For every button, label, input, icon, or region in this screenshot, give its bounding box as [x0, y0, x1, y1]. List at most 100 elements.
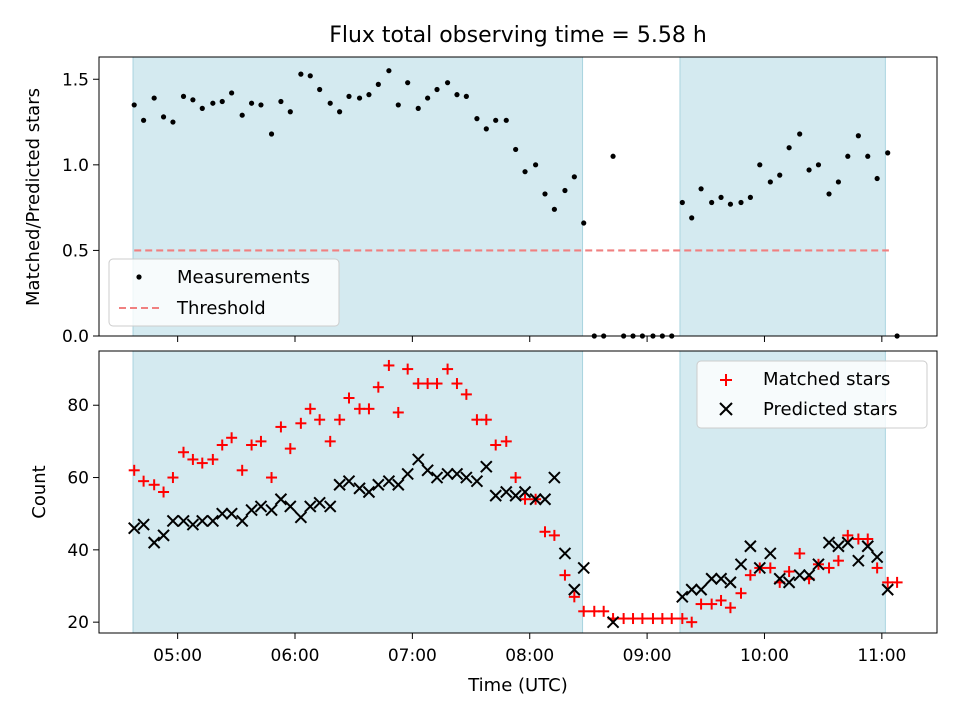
predicted-star-point [861, 540, 874, 553]
measurement-point [855, 133, 861, 139]
x-stroke [841, 536, 855, 549]
predicted-star-point [773, 572, 786, 585]
x-stroke [147, 536, 161, 549]
measurement-point [463, 93, 469, 99]
predicted-star-point [196, 514, 209, 528]
matched-star-point [627, 613, 639, 625]
predicted-star-point [450, 467, 464, 481]
matched-star-point [656, 613, 668, 625]
measurement-point [170, 119, 176, 125]
predicted-star-point [382, 474, 396, 488]
matched-star-point [187, 453, 199, 465]
x-stroke [870, 550, 884, 564]
predicted-star-point [538, 493, 552, 506]
predicted-star-point [734, 558, 748, 571]
x-stroke [518, 485, 532, 499]
top-x-axis-ticks [177, 336, 883, 342]
measurement-point [405, 80, 411, 86]
measurement-point [337, 109, 343, 115]
matched-star-point [226, 432, 238, 444]
measurement-point [542, 191, 548, 197]
matched-star-point [666, 613, 678, 625]
measurement-point [395, 102, 401, 108]
top-legend: Measurements Threshold [108, 258, 340, 327]
legend-measurements-marker [136, 274, 142, 280]
predicted-star-point [372, 478, 385, 491]
x-stroke [401, 467, 414, 481]
x-stroke [382, 474, 396, 488]
matched-star-point [735, 587, 747, 599]
measurement-point [571, 174, 577, 180]
y-tick-label: 1.0 [62, 156, 89, 176]
measurement-point [287, 109, 293, 115]
matched-star-point [412, 378, 424, 390]
x-stroke [676, 590, 689, 604]
predicted-star-point [489, 489, 502, 502]
x-stroke [734, 558, 748, 571]
matched-star-point [128, 464, 140, 476]
measurement-point [375, 81, 381, 87]
predicted-star-point [500, 485, 513, 499]
predicted-star-point [137, 518, 150, 531]
predicted-star-point [294, 511, 308, 524]
measurement-point [610, 153, 616, 159]
measurement-point [366, 92, 372, 98]
predicted-star-point [284, 500, 297, 513]
measurement-point [777, 172, 783, 178]
measurement-point [219, 98, 225, 105]
predicted-star-point [177, 514, 190, 528]
x-stroke [450, 467, 464, 481]
x-stroke [558, 547, 572, 560]
matched-star-point [471, 414, 483, 426]
y-tick-label: 80 [67, 396, 89, 416]
predicted-star-point [606, 615, 620, 629]
matched-star-point [842, 529, 854, 541]
matched-star-point [148, 479, 160, 491]
y-tick-label: 0.0 [62, 327, 89, 347]
measurement-point [815, 162, 822, 168]
x-tick-label: 06:00 [271, 646, 320, 666]
x-stroke [265, 503, 278, 517]
chart-title: Flux total observing time = 5.58 h [329, 23, 707, 48]
bottom-plot-frame [98, 350, 938, 634]
measurement-point [268, 131, 275, 137]
measurement-point [415, 105, 421, 111]
measurement-point [160, 114, 167, 120]
predicted-star-point [333, 478, 346, 491]
x-tick-label: 07:00 [388, 646, 437, 666]
matched-star-point [167, 472, 179, 484]
predicted-star-point [245, 503, 258, 517]
x-stroke [421, 464, 434, 477]
top-plot-frame [98, 56, 938, 337]
matched-star-point [284, 443, 296, 455]
measurement-point [248, 100, 255, 106]
measurement-point [493, 117, 499, 123]
x-stroke [460, 471, 473, 484]
predicted-star-point [128, 521, 141, 535]
matched-star-point [676, 613, 688, 625]
x-stroke [324, 500, 337, 513]
count-panel: 20 40 60 80 05:00 06:00 07:00 08:00 09:00 10:00 1… [29, 350, 938, 696]
x-stroke [832, 540, 845, 553]
matched-star-point [715, 594, 727, 606]
x-stroke [548, 471, 561, 484]
ratio-panel: 0.0 0.5 1.0 1.5 Matched/Predicted stars Mea… [23, 56, 938, 347]
measurement-point [474, 116, 480, 122]
x-stroke [812, 558, 825, 571]
measurement-point [747, 194, 753, 200]
matched-star-point [334, 414, 346, 426]
predicted-star-point [430, 471, 444, 484]
x-stroke [538, 493, 552, 506]
top-legend-box [108, 258, 340, 327]
measurement-point [786, 145, 792, 151]
matched-star-point [695, 598, 707, 610]
predicted-star-point [832, 540, 845, 553]
matched-star-point [891, 576, 903, 588]
x-stroke [128, 521, 141, 535]
predicted-star-point [235, 514, 249, 528]
matched-star-point [363, 403, 375, 415]
measurement-point [767, 179, 773, 185]
legend-matched-label: Matched stars [763, 369, 890, 390]
measurement-point [386, 68, 392, 74]
measurement-point [698, 186, 704, 192]
